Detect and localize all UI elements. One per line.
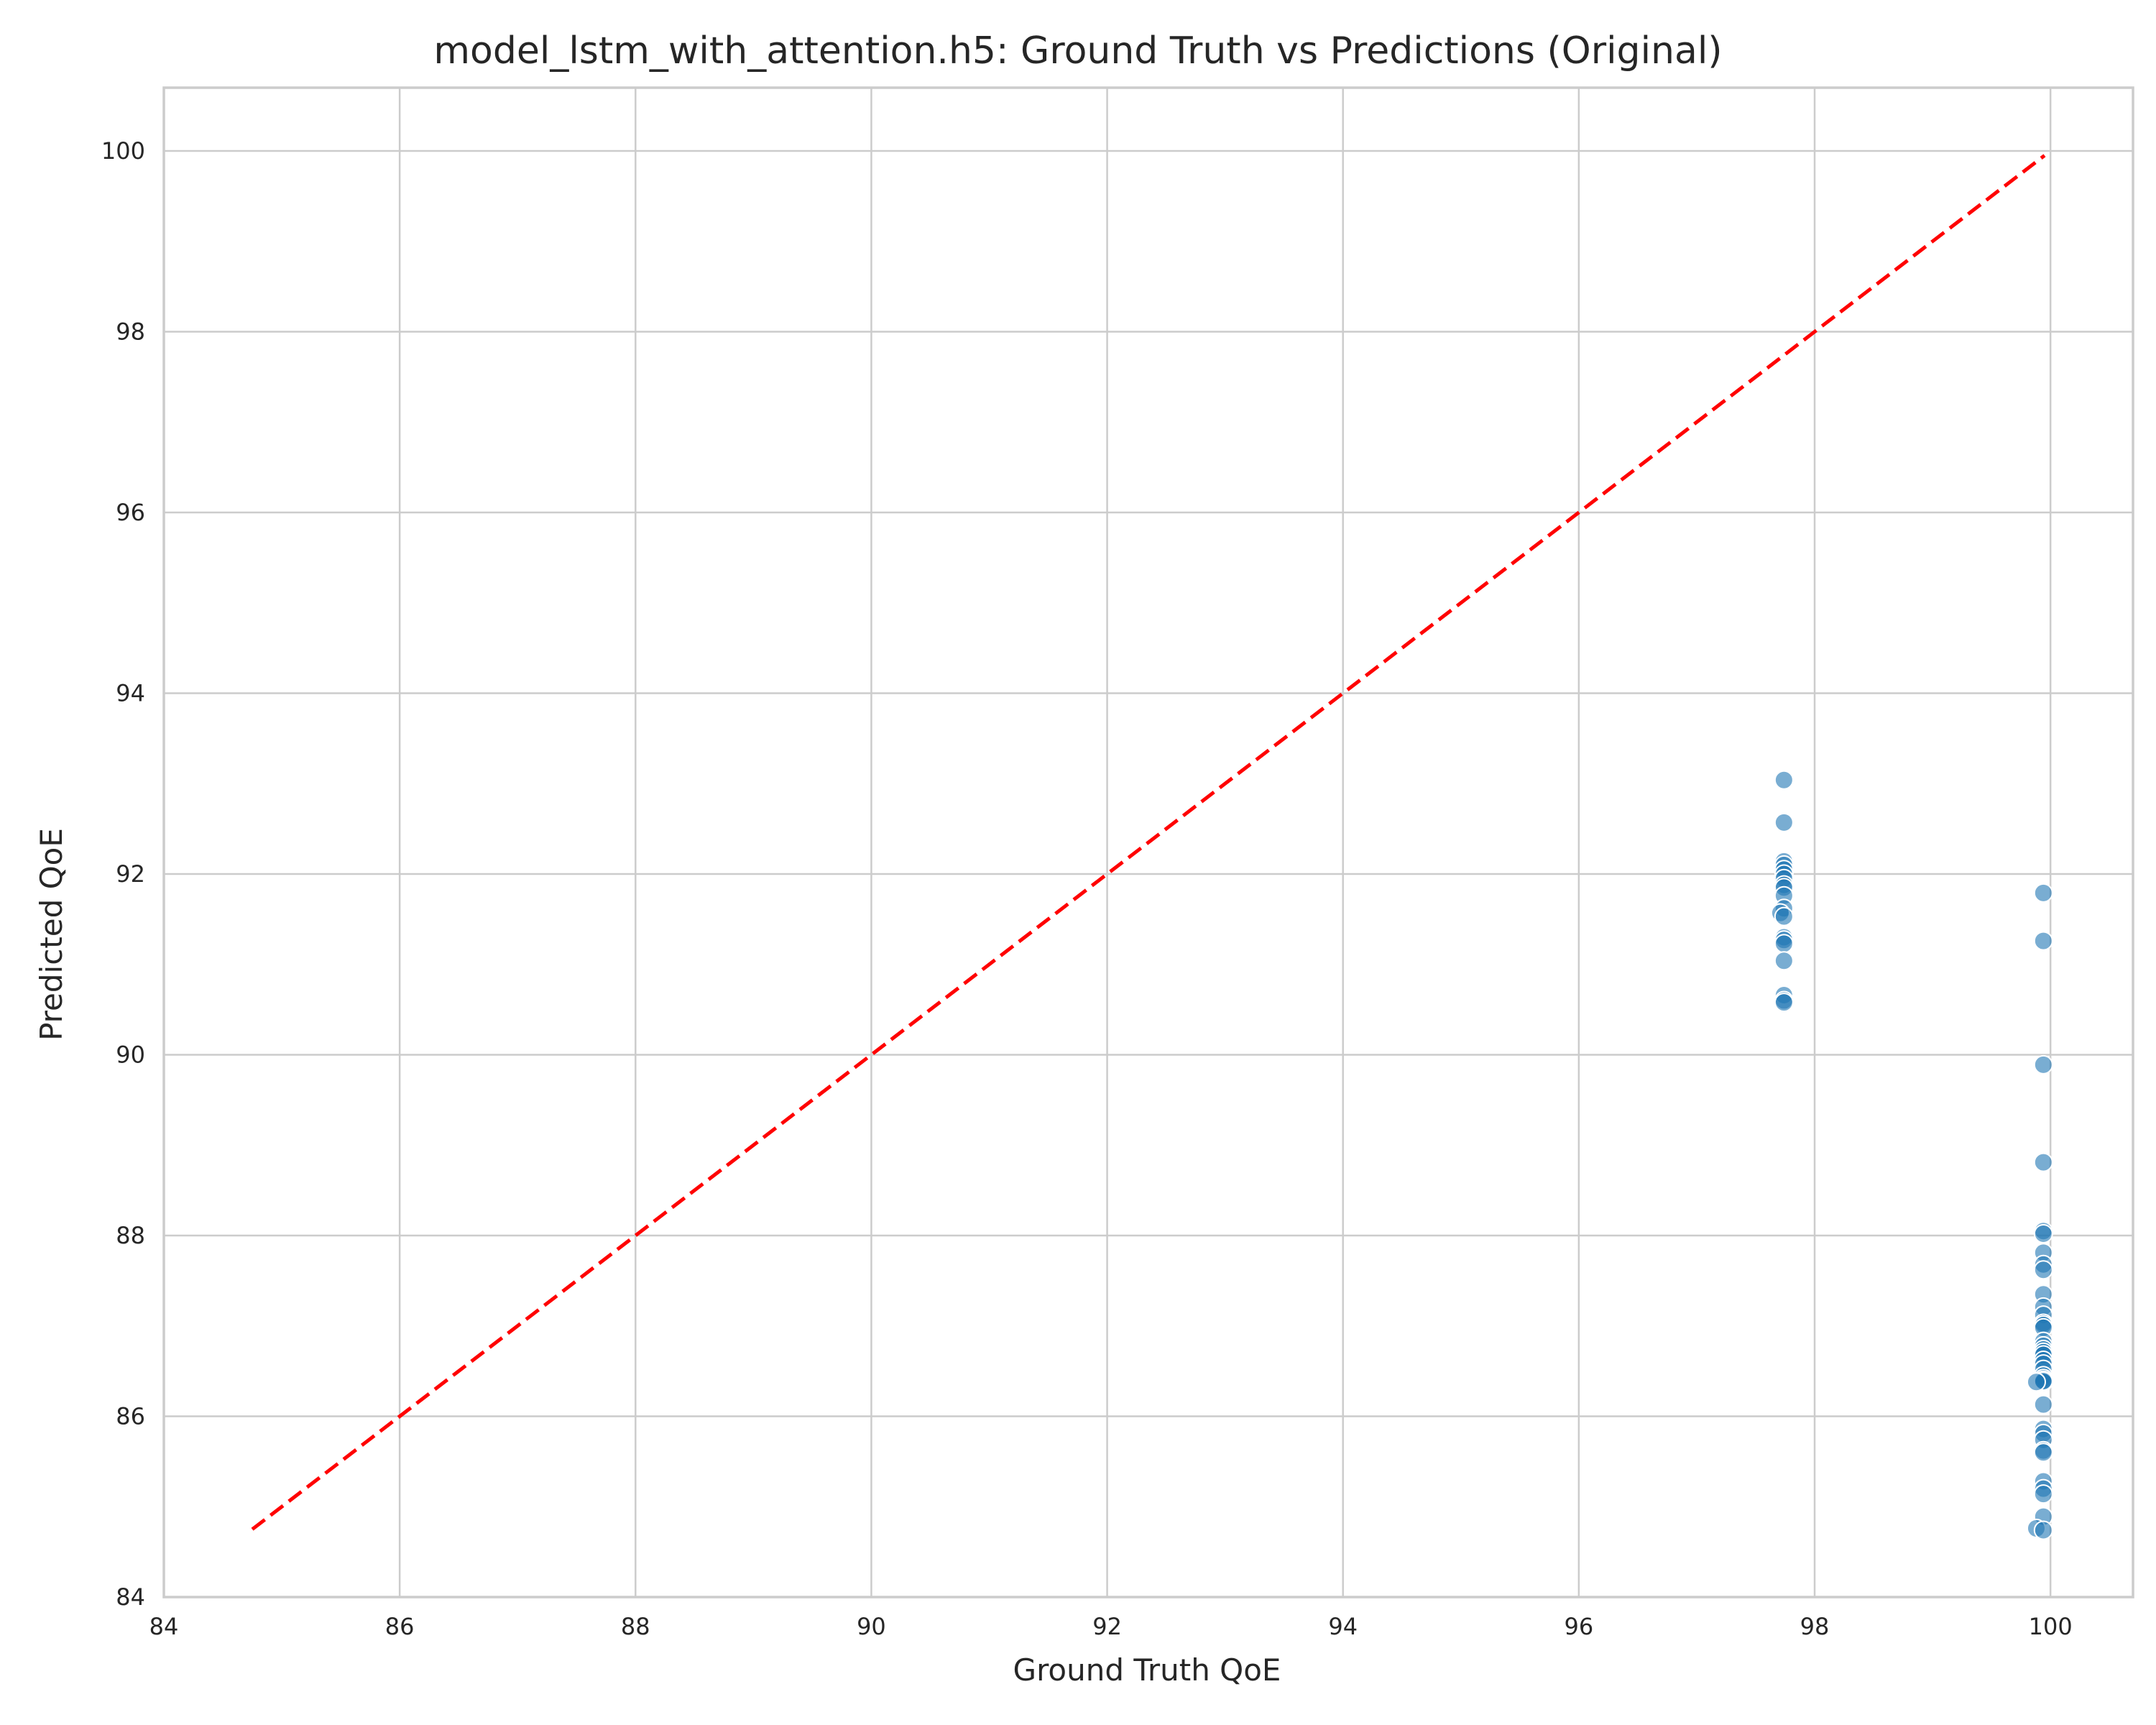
x-tick-label: 90 [857, 1613, 886, 1640]
data-point [2033, 883, 2053, 903]
data-point [2033, 1443, 2053, 1463]
grid [162, 88, 2133, 1598]
data-point [1774, 906, 1794, 926]
data-point [2033, 1484, 2053, 1504]
y-tick-label: 96 [116, 499, 145, 526]
data-point [2033, 1152, 2053, 1172]
data-point [1774, 934, 1794, 954]
data-point [2026, 1372, 2046, 1392]
y-tick-label: 100 [101, 137, 145, 165]
points-layer [1770, 770, 2053, 1540]
data-point [1774, 770, 1794, 790]
plot-frame [162, 86, 2134, 1598]
y-tick-label: 90 [116, 1041, 145, 1069]
data-point [2033, 931, 2053, 951]
x-tick-label: 100 [2029, 1613, 2073, 1640]
data-point [2033, 1520, 2053, 1540]
y-tick-label: 94 [116, 680, 145, 707]
data-point [2033, 1223, 2053, 1243]
data-point [2033, 1260, 2053, 1280]
x-axis-label: Ground Truth QoE [1013, 1652, 1281, 1688]
x-tick-label: 96 [1565, 1613, 1594, 1640]
x-tick-label: 92 [1092, 1613, 1122, 1640]
x-tick-label: 94 [1328, 1613, 1358, 1640]
identity-reference-line [251, 154, 2046, 1531]
tick-labels: 84 86 88 90 92 94 96 98 100 84 86 88 90 92 94 96 98 100 [101, 137, 2073, 1640]
data-point [2033, 1054, 2053, 1075]
y-tick-label: 84 [116, 1583, 145, 1611]
y-tick-label: 98 [116, 318, 145, 346]
data-point [1774, 812, 1794, 832]
chart-title: model_lstm_with_attention.h5: Ground Tru… [433, 29, 1722, 73]
x-tick-label: 86 [385, 1613, 415, 1640]
x-tick-label: 88 [621, 1613, 650, 1640]
x-tick-label: 84 [149, 1613, 179, 1640]
data-point [2033, 1394, 2053, 1414]
data-point [1774, 951, 1794, 971]
y-tick-label: 86 [116, 1403, 145, 1430]
y-tick-label: 92 [116, 860, 145, 888]
x-tick-label: 98 [1800, 1613, 1830, 1640]
y-axis-label: Predicted QoE [34, 828, 69, 1041]
reference-line-layer [251, 154, 2046, 1531]
y-tick-label: 88 [116, 1222, 145, 1249]
data-point [1774, 993, 1794, 1013]
